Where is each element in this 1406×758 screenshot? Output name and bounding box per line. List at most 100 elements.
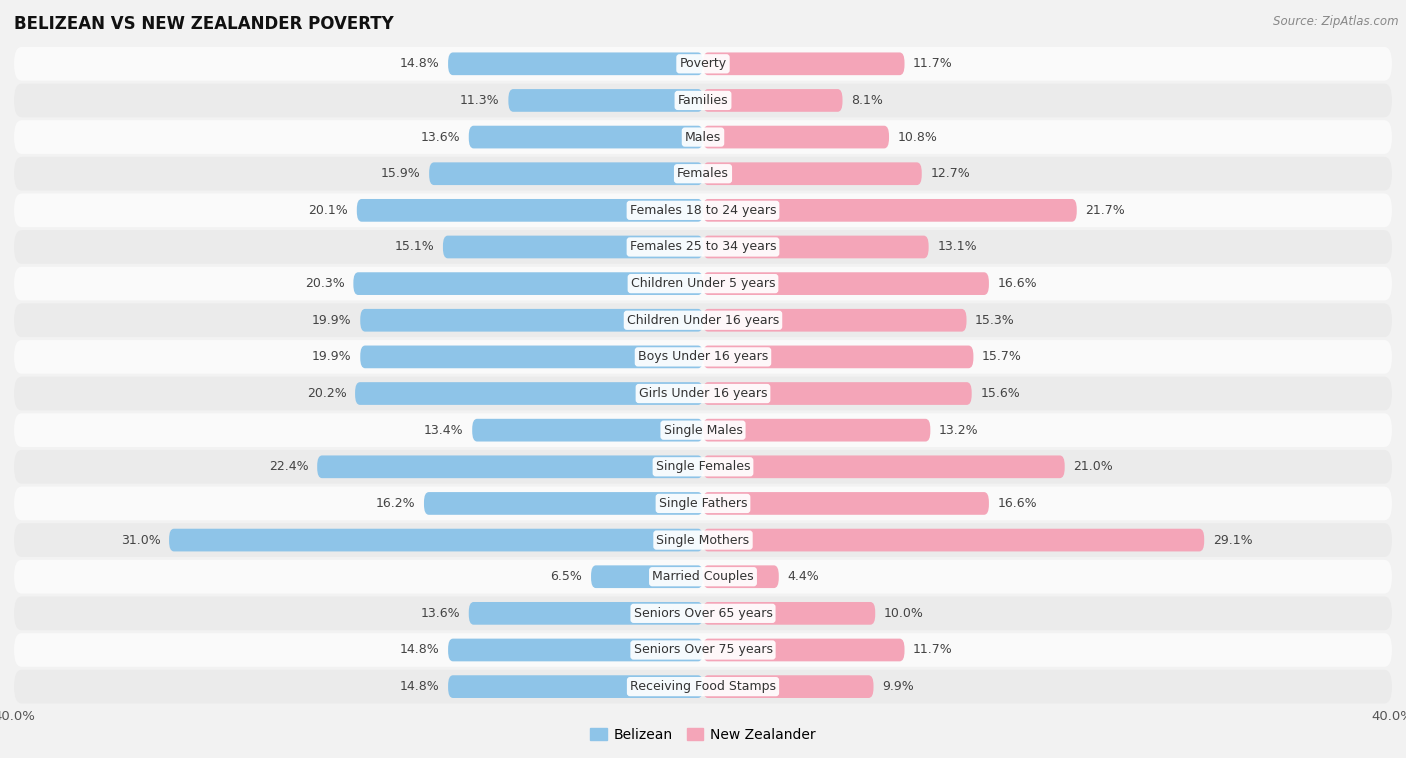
FancyBboxPatch shape: [703, 602, 875, 625]
Text: 10.0%: 10.0%: [884, 607, 924, 620]
FancyBboxPatch shape: [703, 639, 904, 661]
FancyBboxPatch shape: [14, 230, 1392, 264]
Text: 31.0%: 31.0%: [121, 534, 160, 547]
FancyBboxPatch shape: [703, 162, 922, 185]
Text: 6.5%: 6.5%: [551, 570, 582, 583]
Text: Single Females: Single Females: [655, 460, 751, 473]
Text: 22.4%: 22.4%: [269, 460, 308, 473]
FancyBboxPatch shape: [591, 565, 703, 588]
Text: Families: Families: [678, 94, 728, 107]
FancyBboxPatch shape: [14, 47, 1392, 80]
Text: 14.8%: 14.8%: [399, 680, 440, 693]
Text: 11.7%: 11.7%: [912, 644, 953, 656]
FancyBboxPatch shape: [14, 267, 1392, 300]
Text: 13.6%: 13.6%: [420, 130, 460, 143]
FancyBboxPatch shape: [14, 670, 1392, 703]
Text: 21.0%: 21.0%: [1073, 460, 1114, 473]
FancyBboxPatch shape: [357, 199, 703, 221]
FancyBboxPatch shape: [356, 382, 703, 405]
Text: 15.1%: 15.1%: [395, 240, 434, 253]
FancyBboxPatch shape: [703, 199, 1077, 221]
FancyBboxPatch shape: [14, 157, 1392, 190]
FancyBboxPatch shape: [703, 419, 931, 441]
FancyBboxPatch shape: [425, 492, 703, 515]
Text: Children Under 16 years: Children Under 16 years: [627, 314, 779, 327]
Text: 19.9%: 19.9%: [312, 350, 352, 363]
Text: Single Fathers: Single Fathers: [659, 497, 747, 510]
Text: BELIZEAN VS NEW ZEALANDER POVERTY: BELIZEAN VS NEW ZEALANDER POVERTY: [14, 15, 394, 33]
Text: 20.2%: 20.2%: [307, 387, 346, 400]
Text: Children Under 5 years: Children Under 5 years: [631, 277, 775, 290]
FancyBboxPatch shape: [703, 346, 973, 368]
Text: 16.6%: 16.6%: [997, 277, 1038, 290]
Text: 9.9%: 9.9%: [882, 680, 914, 693]
FancyBboxPatch shape: [360, 346, 703, 368]
FancyBboxPatch shape: [14, 450, 1392, 484]
Text: 13.1%: 13.1%: [938, 240, 977, 253]
FancyBboxPatch shape: [14, 487, 1392, 520]
Text: 16.6%: 16.6%: [997, 497, 1038, 510]
Text: 29.1%: 29.1%: [1213, 534, 1253, 547]
Text: 10.8%: 10.8%: [897, 130, 938, 143]
Text: 11.7%: 11.7%: [912, 58, 953, 70]
FancyBboxPatch shape: [703, 272, 988, 295]
FancyBboxPatch shape: [318, 456, 703, 478]
FancyBboxPatch shape: [703, 529, 1204, 551]
FancyBboxPatch shape: [703, 309, 966, 331]
FancyBboxPatch shape: [169, 529, 703, 551]
Text: Single Mothers: Single Mothers: [657, 534, 749, 547]
Text: Seniors Over 75 years: Seniors Over 75 years: [634, 644, 772, 656]
Text: 19.9%: 19.9%: [312, 314, 352, 327]
FancyBboxPatch shape: [14, 303, 1392, 337]
Text: 15.9%: 15.9%: [381, 168, 420, 180]
Text: Receiving Food Stamps: Receiving Food Stamps: [630, 680, 776, 693]
FancyBboxPatch shape: [703, 492, 988, 515]
Text: 12.7%: 12.7%: [931, 168, 970, 180]
FancyBboxPatch shape: [14, 83, 1392, 117]
Text: 15.7%: 15.7%: [981, 350, 1022, 363]
Text: Boys Under 16 years: Boys Under 16 years: [638, 350, 768, 363]
FancyBboxPatch shape: [703, 565, 779, 588]
FancyBboxPatch shape: [703, 126, 889, 149]
Text: 15.3%: 15.3%: [976, 314, 1015, 327]
FancyBboxPatch shape: [429, 162, 703, 185]
Text: Females 18 to 24 years: Females 18 to 24 years: [630, 204, 776, 217]
FancyBboxPatch shape: [360, 309, 703, 331]
Text: 15.6%: 15.6%: [980, 387, 1019, 400]
FancyBboxPatch shape: [353, 272, 703, 295]
FancyBboxPatch shape: [14, 340, 1392, 374]
Text: 13.2%: 13.2%: [939, 424, 979, 437]
Text: Males: Males: [685, 130, 721, 143]
Legend: Belizean, New Zealander: Belizean, New Zealander: [585, 722, 821, 747]
Text: 13.6%: 13.6%: [420, 607, 460, 620]
FancyBboxPatch shape: [14, 377, 1392, 410]
FancyBboxPatch shape: [14, 193, 1392, 227]
Text: 4.4%: 4.4%: [787, 570, 820, 583]
Text: Seniors Over 65 years: Seniors Over 65 years: [634, 607, 772, 620]
FancyBboxPatch shape: [14, 413, 1392, 447]
Text: 20.3%: 20.3%: [305, 277, 344, 290]
FancyBboxPatch shape: [703, 52, 904, 75]
Text: 21.7%: 21.7%: [1085, 204, 1125, 217]
FancyBboxPatch shape: [449, 52, 703, 75]
Text: Married Couples: Married Couples: [652, 570, 754, 583]
Text: 14.8%: 14.8%: [399, 58, 440, 70]
FancyBboxPatch shape: [703, 675, 873, 698]
FancyBboxPatch shape: [468, 602, 703, 625]
FancyBboxPatch shape: [14, 560, 1392, 594]
FancyBboxPatch shape: [14, 633, 1392, 667]
FancyBboxPatch shape: [703, 89, 842, 111]
Text: Single Males: Single Males: [664, 424, 742, 437]
FancyBboxPatch shape: [14, 121, 1392, 154]
FancyBboxPatch shape: [443, 236, 703, 258]
Text: Girls Under 16 years: Girls Under 16 years: [638, 387, 768, 400]
FancyBboxPatch shape: [509, 89, 703, 111]
Text: Source: ZipAtlas.com: Source: ZipAtlas.com: [1274, 15, 1399, 28]
Text: Females 25 to 34 years: Females 25 to 34 years: [630, 240, 776, 253]
Text: 14.8%: 14.8%: [399, 644, 440, 656]
Text: 11.3%: 11.3%: [460, 94, 499, 107]
Text: 16.2%: 16.2%: [375, 497, 415, 510]
FancyBboxPatch shape: [449, 675, 703, 698]
FancyBboxPatch shape: [14, 523, 1392, 557]
Text: Females: Females: [678, 168, 728, 180]
